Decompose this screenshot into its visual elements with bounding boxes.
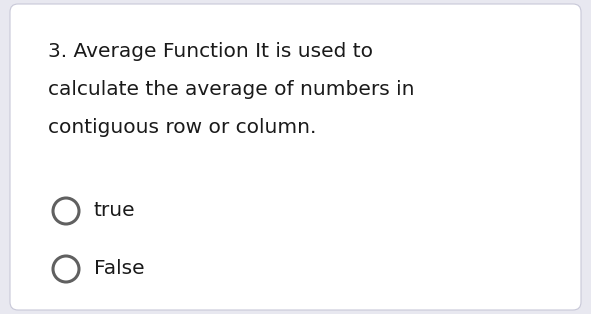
Text: False: False xyxy=(94,259,145,279)
Text: true: true xyxy=(94,202,135,220)
FancyBboxPatch shape xyxy=(10,4,581,310)
Text: 3. Average Function It is used to: 3. Average Function It is used to xyxy=(48,42,373,61)
Text: contiguous row or column.: contiguous row or column. xyxy=(48,118,316,137)
Text: calculate the average of numbers in: calculate the average of numbers in xyxy=(48,80,414,99)
